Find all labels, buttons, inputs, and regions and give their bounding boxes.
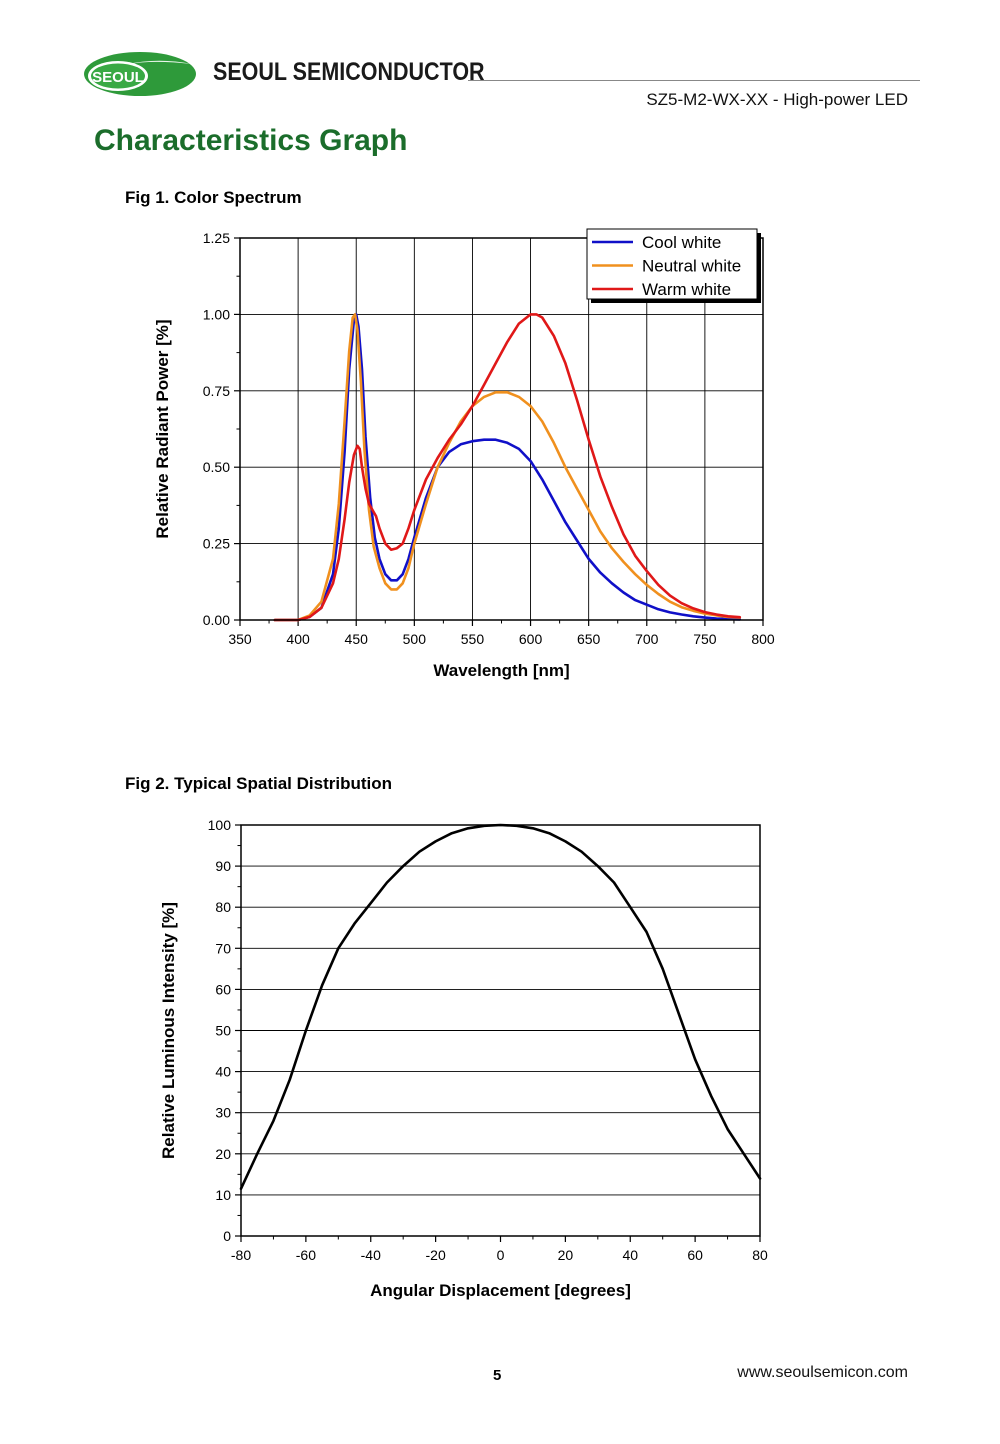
chart1-legend: Cool white Neutral white Warm white (586, 228, 761, 303)
chart1-x-tick-label: 550 (461, 631, 485, 647)
chart2-x-tick-label: 20 (558, 1247, 574, 1263)
page-title: Characteristics Graph (94, 124, 408, 157)
chart2-x-tick-label: -60 (296, 1247, 316, 1263)
chart2-x-tick-label: 0 (497, 1247, 505, 1263)
series-cool-white-line (273, 313, 742, 622)
legend-box (586, 228, 758, 300)
chart2-x-tick-label: 40 (622, 1247, 638, 1263)
chart1-x-tick-label: 650 (577, 631, 601, 647)
chart2-grid (241, 824, 760, 1237)
legend-label-cool-white: Cool white (642, 233, 721, 252)
chart2-x-tick-label: -40 (361, 1247, 381, 1263)
chart2-y-axis-label: Relative Luminous Intensity [%] (159, 902, 178, 1159)
chart2-x-tick-label: -20 (426, 1247, 446, 1263)
chart1-y-tick-label: 0.00 (203, 612, 230, 628)
chart1-y-tick-label: 1.00 (203, 306, 230, 322)
chart1-y-axis-label: Relative Radiant Power [%] (153, 319, 172, 538)
series-warm-white-line (273, 313, 742, 622)
chart1-x-tick-label: 700 (635, 631, 659, 647)
brand-name: SEOUL SEMICONDUCTOR (213, 58, 485, 86)
chart1-x-axis-label: Wavelength [nm] (433, 661, 569, 680)
chart2-ticks (235, 824, 761, 1242)
legend-label-neutral-white: Neutral white (642, 257, 741, 276)
chart2-x-tick-label: 80 (752, 1247, 768, 1263)
chart2-y-tick-label: 60 (215, 981, 231, 997)
chart2-y-tick-label: 50 (215, 1023, 231, 1039)
chart1-y-tick-label: 0.75 (203, 383, 230, 399)
website-url: www.seoulsemicon.com (737, 1364, 908, 1381)
chart1-x-tick-label: 750 (693, 631, 717, 647)
page-number: 5 (493, 1367, 502, 1384)
chart2-tick-labels: -80 -60 -40 -20 0 20 40 60 80 0 10 20 30 40 50 60 70 80 90… (208, 817, 768, 1263)
chart1-x-tick-label: 450 (345, 631, 369, 647)
chart1-x-tick-label: 350 (228, 631, 252, 647)
chart1-y-tick-label: 1.25 (203, 230, 230, 246)
chart2-y-tick-label: 20 (215, 1146, 231, 1162)
fig1-title: Fig 1. Color Spectrum (125, 188, 302, 207)
chart1-y-tick-label: 0.50 (203, 459, 230, 475)
chart2-y-tick-label: 0 (223, 1228, 231, 1244)
chart1-x-tick-label: 400 (286, 631, 310, 647)
chart2-y-tick-label: 10 (215, 1187, 231, 1203)
seoul-logo: SEOUL (84, 52, 196, 96)
chart2-y-tick-label: 30 (215, 1105, 231, 1121)
header-rule (468, 80, 920, 81)
chart1-x-tick-label: 500 (403, 631, 427, 647)
chart1-x-tick-label: 800 (751, 631, 775, 647)
chart1-lines (273, 313, 742, 622)
chart1-tick-labels: 350 400 450 500 550 600 650 700 750 800 0.00 0.25 0.… (203, 230, 775, 647)
chart2-x-tick-label: 60 (687, 1247, 703, 1263)
fig2-title: Fig 2. Typical Spatial Distribution (125, 774, 392, 793)
spatial-distribution-chart: -80 -60 -40 -20 0 20 40 60 80 0 10 20 30 40 50 60 70 80 90… (159, 817, 768, 1300)
chart2-x-axis-label: Angular Displacement [degrees] (370, 1281, 631, 1300)
chart2-x-tick-label: -80 (231, 1247, 251, 1263)
logo-text: SEOUL (92, 69, 144, 86)
chart2-lines (239, 823, 762, 1191)
chart1-x-tick-label: 600 (519, 631, 543, 647)
color-spectrum-chart: 350 400 450 500 550 600 650 700 750 800 0.00 0.25 0.… (153, 228, 775, 680)
series-spatial-distribution-line (239, 823, 762, 1191)
chart2-frame (240, 824, 761, 1237)
chart2-y-tick-label: 80 (215, 899, 231, 915)
chart2-y-tick-label: 40 (215, 1064, 231, 1080)
document-subtitle: SZ5-M2-WX-XX - High-power LED (646, 90, 908, 109)
chart1-y-tick-label: 0.25 (203, 536, 230, 552)
chart2-y-tick-label: 90 (215, 858, 231, 874)
chart1-frame (239, 237, 764, 621)
legend-label-warm-white: Warm white (642, 280, 731, 299)
chart2-y-tick-label: 100 (208, 817, 232, 833)
chart2-y-tick-label: 70 (215, 940, 231, 956)
